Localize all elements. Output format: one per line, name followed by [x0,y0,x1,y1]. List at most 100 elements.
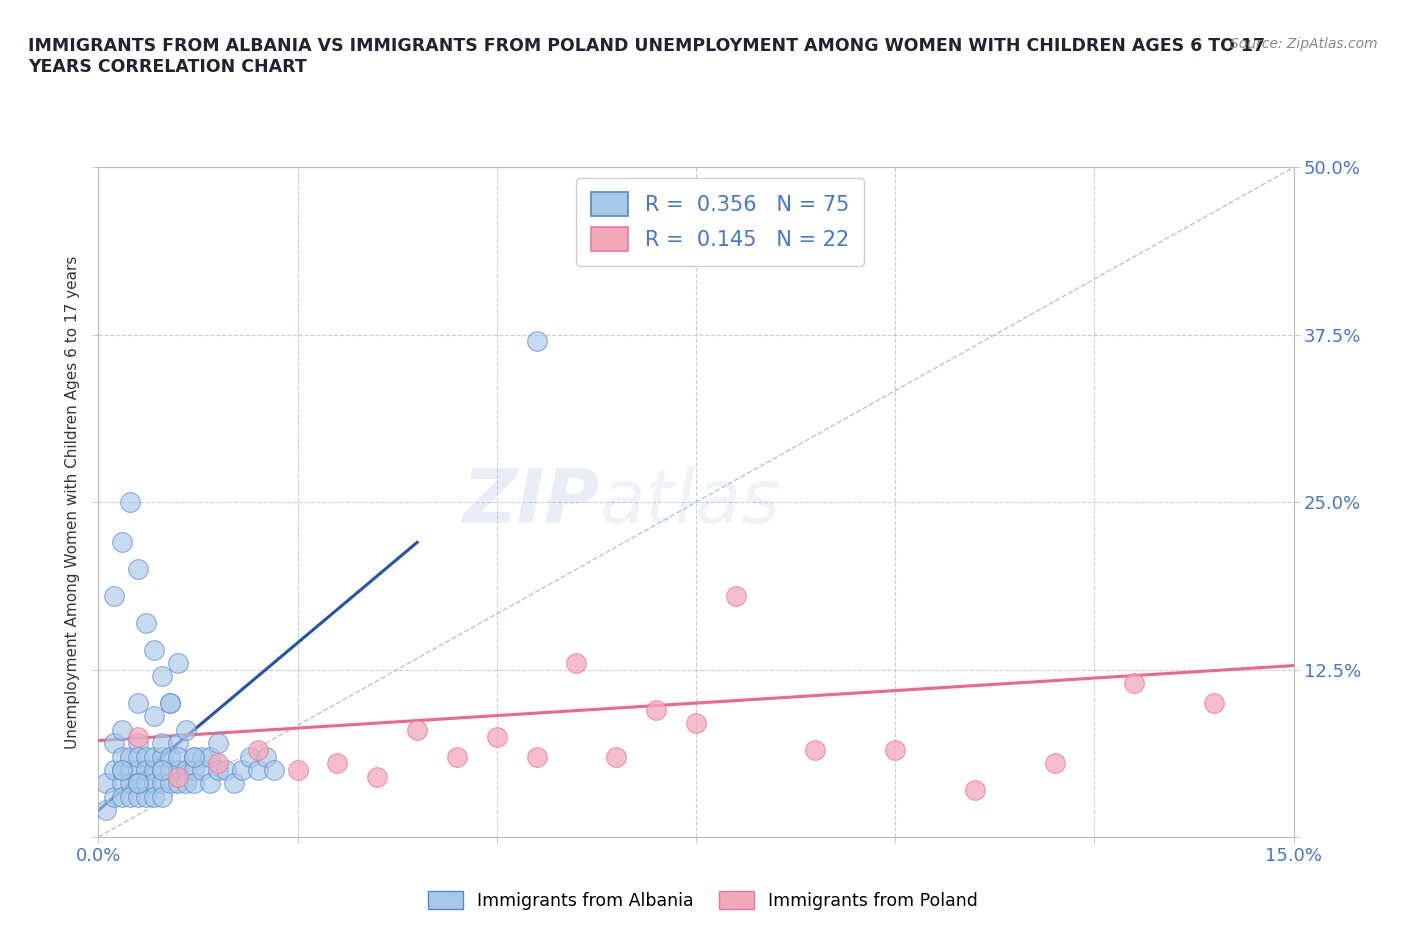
Point [111,750,134,764]
Point [150,750,173,764]
Point [96,803,118,817]
Point [605,750,627,764]
Point [254,750,277,764]
Point [159,696,181,711]
Text: atlas: atlas [600,466,782,538]
Point [884,742,907,757]
Point [135,776,157,790]
Point [167,750,190,764]
Text: Source: ZipAtlas.com: Source: ZipAtlas.com [1230,37,1378,51]
Point [167,763,190,777]
Point [191,763,214,777]
Point [1123,675,1146,690]
Point [685,716,707,731]
Point [96,776,118,790]
Point [159,763,181,777]
Point [366,769,388,784]
Point [127,736,149,751]
Point [485,729,508,744]
Point [222,776,245,790]
Point [167,736,190,751]
Point [183,763,205,777]
Point [127,776,149,790]
Point [174,763,197,777]
Point [183,776,205,790]
Y-axis label: Unemployment Among Women with Children Ages 6 to 17 years: Unemployment Among Women with Children A… [65,256,80,749]
Point [174,723,197,737]
Point [150,763,173,777]
Point [143,750,166,764]
Point [963,783,986,798]
Point [150,736,173,751]
Point [150,776,173,790]
Point [246,742,269,757]
Point [127,562,149,577]
Point [198,776,221,790]
Point [111,723,134,737]
Point [804,742,827,757]
Point [143,709,166,724]
Point [135,790,157,804]
Point [326,756,349,771]
Point [120,750,142,764]
Point [406,723,429,737]
Point [143,776,166,790]
Legend: R =  0.356   N = 75, R =  0.145   N = 22: R = 0.356 N = 75, R = 0.145 N = 22 [576,178,863,266]
Point [120,763,142,777]
Point [159,776,181,790]
Point [183,750,205,764]
Point [239,750,262,764]
Point [231,763,253,777]
Point [120,776,142,790]
Point [135,763,157,777]
Point [174,776,197,790]
Point [191,750,214,764]
Point [246,763,269,777]
Point [565,656,588,671]
Point [150,790,173,804]
Point [150,763,173,777]
Text: ZIP: ZIP [463,466,600,538]
Point [263,763,285,777]
Point [167,776,190,790]
Point [1202,696,1225,711]
Point [111,535,134,550]
Point [207,736,229,751]
Point [167,769,190,784]
Point [127,763,149,777]
Point [526,750,548,764]
Point [120,495,142,510]
Point [150,669,173,684]
Point [127,790,149,804]
Point [183,750,205,764]
Point [159,696,181,711]
Legend: Immigrants from Albania, Immigrants from Poland: Immigrants from Albania, Immigrants from… [422,884,984,917]
Point [526,334,548,349]
Point [446,750,468,764]
Point [103,589,125,604]
Point [127,696,149,711]
Point [127,776,149,790]
Point [111,776,134,790]
Point [207,756,229,771]
Point [103,763,125,777]
Point [287,763,309,777]
Point [120,790,142,804]
Point [207,763,229,777]
Point [198,750,221,764]
Point [103,790,125,804]
Point [143,790,166,804]
Point [167,656,190,671]
Point [111,790,134,804]
Text: IMMIGRANTS FROM ALBANIA VS IMMIGRANTS FROM POLAND UNEMPLOYMENT AMONG WOMEN WITH : IMMIGRANTS FROM ALBANIA VS IMMIGRANTS FR… [28,37,1265,76]
Point [143,642,166,657]
Point [143,763,166,777]
Point [215,763,238,777]
Point [127,750,149,764]
Point [111,763,134,777]
Point [135,750,157,764]
Point [111,763,134,777]
Point [103,736,125,751]
Point [159,750,181,764]
Point [724,589,747,604]
